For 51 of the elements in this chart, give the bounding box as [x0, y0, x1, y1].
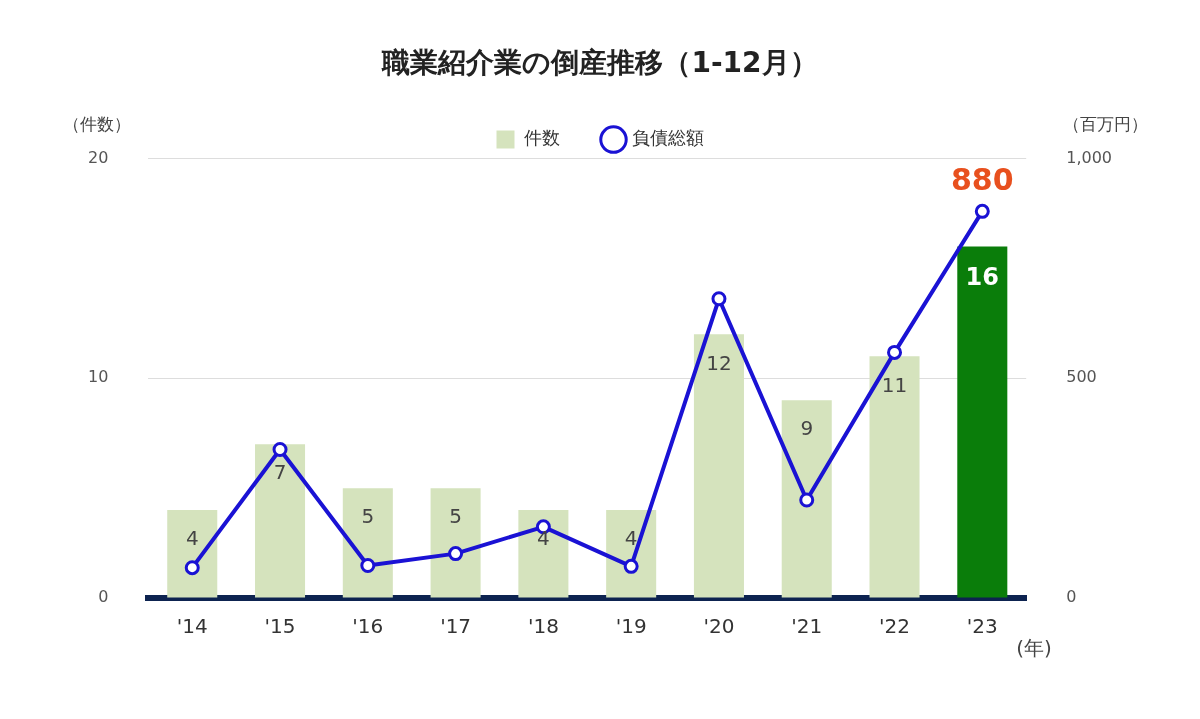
y2-tick-label: 0 [1066, 587, 1077, 607]
point [184, 560, 200, 576]
legend-label: 件数 [523, 127, 560, 149]
x-tick-label: '23 [966, 614, 998, 639]
data-label: 5 [449, 504, 462, 529]
bar [693, 334, 744, 598]
legend-label: 負債総額 [631, 127, 704, 149]
y2-axis-title: （百万円） [1063, 113, 1148, 134]
x-tick-label: '18 [527, 614, 559, 639]
point [799, 492, 815, 508]
x-tick-label: '17 [440, 614, 472, 639]
data-label: 12 [706, 350, 732, 375]
bar [430, 488, 481, 598]
bar [255, 444, 306, 598]
data-label: 5 [361, 504, 375, 529]
chart-title: 職業紹介業の倒産推移（1-12月） [381, 46, 818, 80]
point [887, 344, 903, 360]
y-tick-label: 10 [88, 367, 109, 387]
x-tick-label: '21 [791, 614, 823, 639]
x-tick-label: '19 [615, 614, 647, 639]
point [272, 441, 288, 457]
x-tick-label: '16 [352, 614, 384, 639]
data-label: 4 [624, 526, 638, 551]
point [623, 558, 639, 574]
bar [518, 510, 569, 598]
data-label: 11 [881, 372, 908, 397]
point [974, 203, 990, 219]
data-label: 4 [185, 526, 199, 551]
point [711, 291, 727, 307]
y2-tick-label: 500 [1066, 367, 1097, 387]
y-tick-label: 20 [88, 147, 109, 167]
bar [167, 510, 218, 598]
bar [869, 356, 920, 598]
bar [342, 488, 393, 598]
x-tick-label: '14 [176, 614, 208, 639]
bar [781, 400, 832, 598]
y-tick-label: 0 [98, 587, 109, 607]
x-tick-label: '20 [703, 614, 735, 639]
data-label: 4 [537, 526, 550, 551]
data-label: 7 [273, 460, 287, 485]
y2-tick-label: 1,000 [1066, 147, 1113, 167]
data-label: 9 [800, 416, 814, 441]
data-label: 880 [950, 162, 1014, 198]
y-axis-title: （件数） [63, 113, 131, 134]
x-axis-title: (年) [1016, 636, 1052, 661]
x-tick-label: '15 [264, 614, 296, 639]
data-label: 16 [965, 262, 1000, 291]
point [360, 557, 376, 573]
bar [957, 246, 1008, 598]
point [448, 546, 464, 562]
x-tick-label: '22 [879, 614, 910, 639]
